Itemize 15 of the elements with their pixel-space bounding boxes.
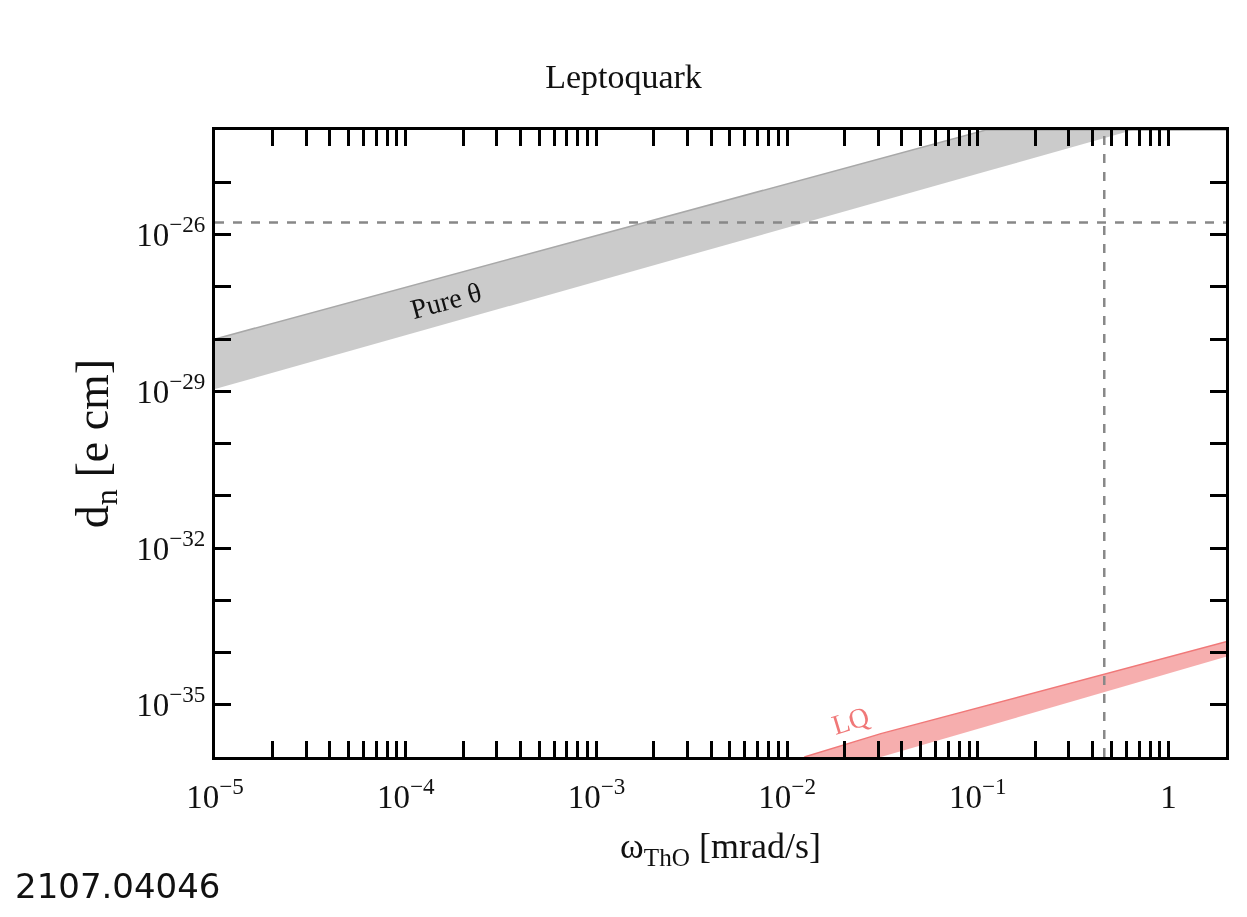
- x-tick-label: 10$^{−2}$: [758, 772, 816, 815]
- y-tick-label: 10$^{−29}$: [136, 367, 206, 410]
- y-tick-label: 10$^{−35}$: [136, 681, 206, 724]
- x-tick-label: 10$^{−4}$: [376, 772, 435, 815]
- chart-title: Leptoquark: [545, 57, 702, 95]
- x-tick-label: 10$^{−1}$: [949, 772, 1007, 815]
- x-tick-label: 10$^{−5}$: [186, 772, 244, 815]
- x-tick-label: 1: [1160, 778, 1177, 815]
- y-tick-label: 10$^{−32}$: [136, 524, 206, 567]
- x-axis-title: ω$_{ThO}$ [mrad/s]: [620, 826, 821, 871]
- x-tick-label: 10$^{−3}$: [567, 772, 626, 815]
- text: 2107.04046: [15, 866, 221, 906]
- text: LQ: [828, 700, 873, 741]
- text: Pure θ: [407, 276, 485, 325]
- y-tick-label: 10$^{−26}$: [136, 211, 206, 254]
